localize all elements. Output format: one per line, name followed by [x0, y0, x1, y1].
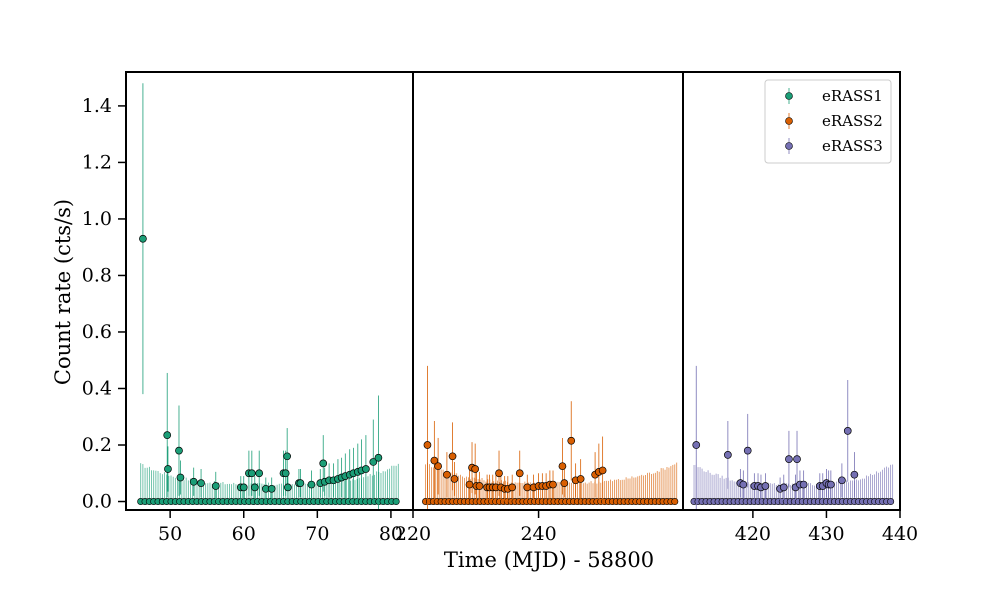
zero-point [392, 498, 400, 506]
data-point [211, 482, 220, 490]
data-point [430, 456, 439, 465]
panel-1: 50 60 70 80 [125, 71, 414, 545]
data-point [471, 465, 480, 473]
series-erass1 [137, 83, 400, 510]
data-point [779, 483, 788, 492]
data-point [434, 462, 442, 471]
x-tick-label: 430 [808, 523, 844, 545]
x-axis-label: Time (MJD) - 58800 [444, 548, 654, 572]
data-point [743, 446, 752, 455]
x-tick-label: 60 [232, 523, 256, 545]
data-point [515, 469, 524, 478]
data-point [576, 475, 585, 483]
legend-entry-erass1: eRASS1 [785, 87, 883, 105]
y-tick-label: 1.2 [82, 151, 112, 173]
data-point [448, 452, 457, 461]
legend-label: eRASS2 [822, 112, 883, 130]
data-point [785, 455, 793, 463]
data-point [175, 446, 183, 455]
data-point [164, 465, 172, 473]
y-tick-label: 0.4 [82, 377, 112, 399]
legend-frame [764, 79, 892, 164]
data-point [598, 466, 607, 475]
data-point [250, 483, 259, 492]
y-axis: 0.0 0.2 0.4 0.6 0.8 1.0 1.2 1.4 [82, 95, 126, 513]
y-tick-label: 0.0 [82, 491, 112, 513]
series-erass3 [690, 365, 895, 510]
data-point [283, 452, 292, 461]
y-tick-label: 1.0 [82, 208, 112, 230]
y-tick-label: 1.4 [82, 95, 112, 117]
data-point [850, 470, 859, 479]
data-point [558, 462, 567, 471]
data-point [739, 480, 748, 489]
data-point [843, 427, 852, 435]
x-tick-label: 80 [379, 523, 403, 545]
data-point [443, 470, 451, 479]
series-erass2 [422, 365, 679, 510]
panel-frame [125, 71, 414, 511]
data-point [284, 483, 292, 492]
data-point [239, 483, 248, 492]
legend-label: eRASS1 [822, 87, 883, 105]
data-point [296, 479, 305, 488]
legend-marker [785, 142, 793, 150]
data-point [319, 459, 328, 468]
y-axis-label: Count rate (cts/s) [51, 199, 75, 385]
panel-3: 420 430 440 [682, 71, 918, 545]
y-tick-label: 0.2 [82, 434, 112, 456]
data-point [549, 480, 557, 489]
panel-frame [682, 71, 901, 511]
legend-marker [785, 92, 793, 100]
data-point [369, 458, 378, 466]
data-point [475, 482, 484, 490]
x-tick-label: 240 [520, 523, 556, 545]
data-point [374, 453, 383, 462]
data-point [197, 479, 205, 488]
data-point [838, 476, 846, 485]
x-tick-label: 440 [882, 523, 918, 545]
data-point [465, 480, 474, 489]
x-tick-label: 420 [735, 523, 771, 545]
zero-point [887, 498, 895, 506]
x-tick-label: 50 [158, 523, 182, 545]
data-point [423, 441, 432, 449]
legend-label: eRASS3 [822, 137, 883, 155]
legend-entry-erass2: eRASS2 [785, 112, 883, 130]
legend-entry-erass3: eRASS3 [785, 137, 883, 155]
data-point [362, 465, 370, 473]
data-point [567, 436, 576, 445]
data-point [761, 482, 770, 490]
x-tick-label: 220 [395, 523, 431, 545]
data-point [307, 480, 316, 489]
data-point [724, 451, 732, 459]
data-point [508, 483, 517, 492]
data-point [827, 480, 835, 489]
data-point [247, 469, 256, 478]
panel-frame [412, 71, 684, 511]
data-point [560, 479, 569, 488]
data-point [495, 469, 503, 478]
y-tick-label: 0.8 [82, 264, 112, 286]
legend-marker [785, 117, 793, 125]
panel-2: 220 240 [395, 71, 684, 545]
data-point [450, 475, 459, 483]
data-point [281, 469, 290, 478]
data-point [692, 441, 701, 449]
data-point [799, 480, 808, 489]
data-point [267, 484, 276, 493]
data-point [793, 455, 801, 463]
data-point [139, 234, 147, 243]
y-tick-label: 0.6 [82, 321, 112, 343]
data-point [163, 431, 172, 439]
data-point [176, 473, 185, 482]
data-point [255, 469, 264, 478]
zero-point [671, 498, 679, 506]
legend: eRASS1 eRASS2 eRASS3 [764, 79, 892, 164]
x-tick-label: 70 [305, 523, 329, 545]
data-point [189, 477, 198, 486]
